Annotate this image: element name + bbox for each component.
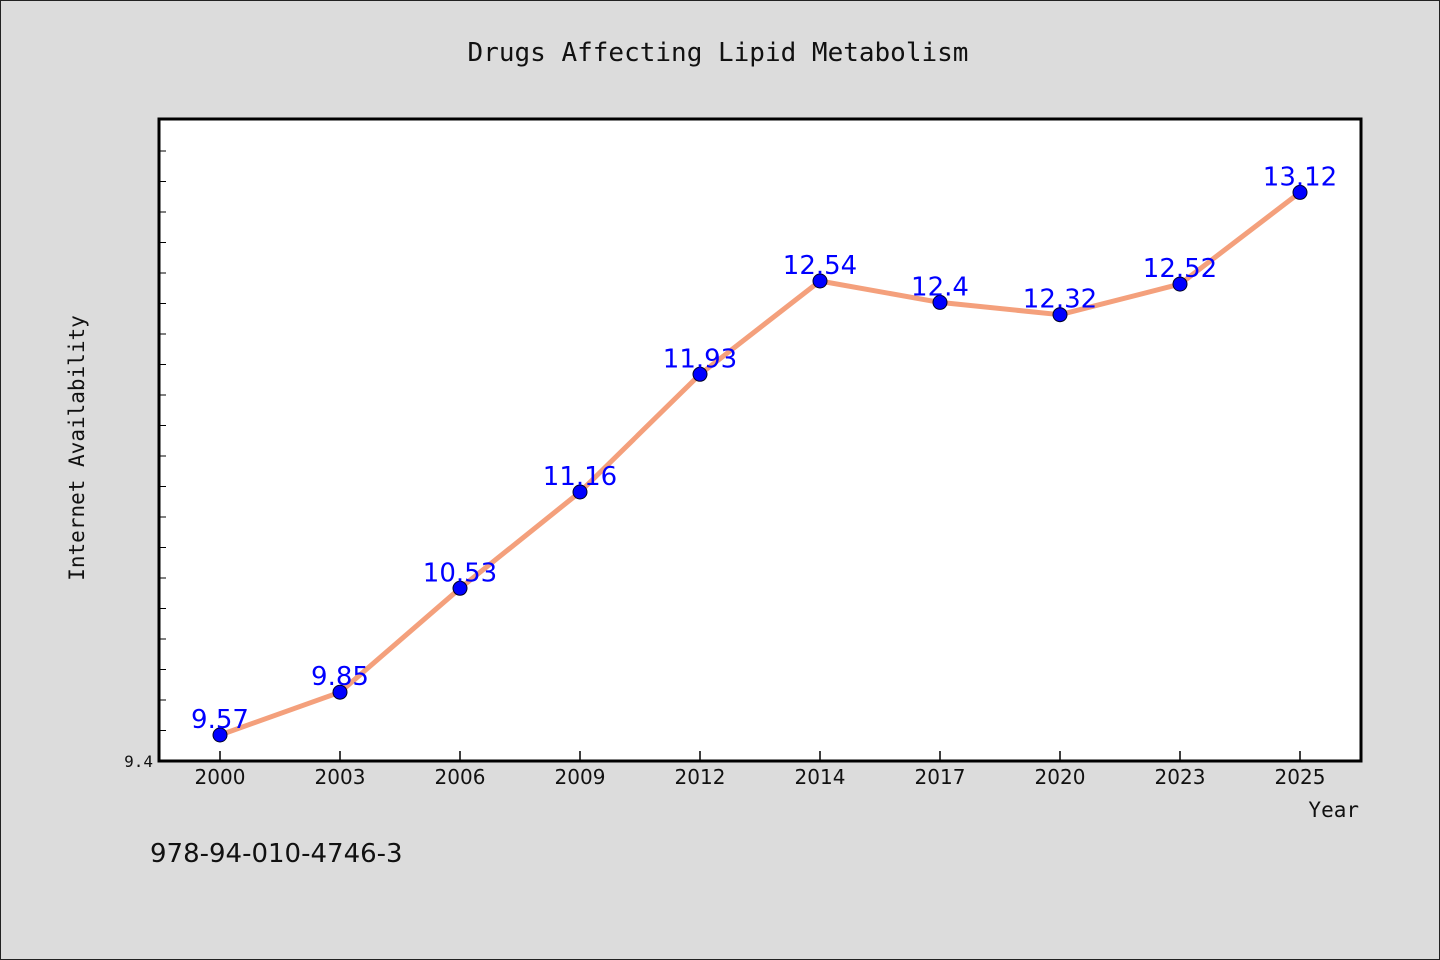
y-minor-ticks <box>159 150 166 731</box>
data-point <box>212 727 228 743</box>
data-point <box>572 484 588 500</box>
data-label: 12.52 <box>1143 254 1217 284</box>
x-axis-tick-labels: 2000 2003 2006 2009 2012 2014 2017 2020 2023 2025 <box>195 765 1326 789</box>
data-point <box>692 366 708 382</box>
y-tick-label: 9.4 <box>124 752 153 771</box>
x-tick-label: 2014 <box>795 765 846 789</box>
data-point <box>812 273 828 289</box>
x-tick-label: 2003 <box>315 765 366 789</box>
y-axis-tick-labels: 9.4 <box>124 752 153 771</box>
chart-title: Drugs Affecting Lipid Metabolism <box>468 38 969 68</box>
plot-area <box>157 117 1363 763</box>
x-axis-ticks <box>219 751 1301 761</box>
data-point <box>452 580 468 596</box>
x-tick-label: 2017 <box>915 765 966 789</box>
x-tick-label: 2009 <box>555 765 606 789</box>
data-label: 10.53 <box>423 558 497 588</box>
data-label: 12.4 <box>911 272 969 302</box>
data-label: 9.85 <box>311 662 369 692</box>
data-labels: 9.57 9.85 10.53 11.16 11.93 12.54 12.4 12.32 12.… <box>191 162 1337 735</box>
y-axis-label: Internet Availability <box>65 315 89 581</box>
data-label: 13.12 <box>1263 162 1337 192</box>
x-tick-label: 2020 <box>1035 765 1086 789</box>
x-tick-label: 2012 <box>675 765 726 789</box>
x-tick-label: 2023 <box>1155 765 1206 789</box>
data-point <box>1292 184 1308 200</box>
data-markers <box>212 184 1308 743</box>
data-point <box>332 684 348 700</box>
data-point <box>1172 276 1188 292</box>
series-line <box>219 190 1302 738</box>
x-tick-label: 2025 <box>1275 765 1326 789</box>
isbn-annotation: 978-94-010-4746-3 <box>150 839 403 869</box>
data-point <box>932 294 948 310</box>
data-point <box>1052 307 1068 323</box>
data-label: 12.54 <box>783 251 857 281</box>
x-tick-label: 2006 <box>435 765 486 789</box>
data-label: 9.57 <box>191 705 249 735</box>
data-label: 11.93 <box>663 344 737 374</box>
data-label: 12.32 <box>1023 285 1097 315</box>
data-label: 11.16 <box>543 462 617 492</box>
x-axis-label: Year <box>1308 798 1359 822</box>
x-tick-label: 2000 <box>195 765 246 789</box>
